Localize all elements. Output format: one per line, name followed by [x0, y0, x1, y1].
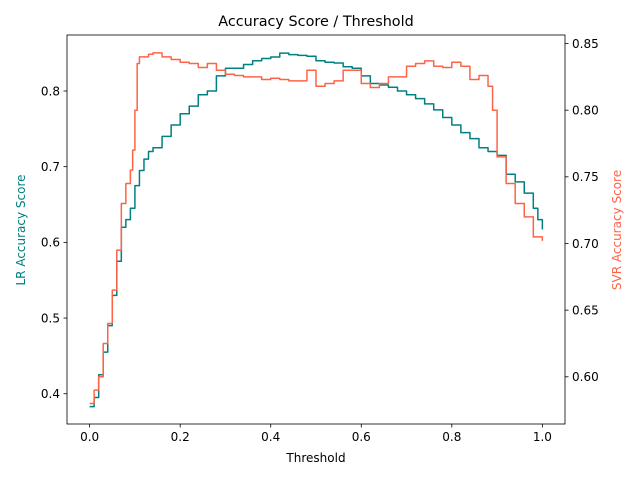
y-left-tick-label: 0.6 [41, 236, 60, 250]
x-tick-label: 0.0 [80, 430, 99, 444]
y-left-axis: 0.4 0.5 0.6 0.7 0.8 [41, 84, 67, 401]
y-right-tick-label: 0.65 [572, 303, 599, 317]
x-tick-label: 0.2 [171, 430, 190, 444]
y-right-tick-label: 0.85 [572, 37, 599, 51]
y-left-axis-label: LR Accuracy Score [14, 174, 28, 285]
x-tick-label: 0.4 [261, 430, 280, 444]
x-tick-label: 0.8 [442, 430, 461, 444]
chart-title: Accuracy Score / Threshold [218, 14, 414, 30]
y-left-tick-label: 0.4 [41, 387, 60, 401]
y-left-tick-label: 0.7 [41, 160, 60, 174]
plot-frame [66, 34, 566, 425]
x-axis-label: Threshold [285, 451, 345, 465]
y-left-tick-label: 0.8 [41, 84, 60, 98]
y-right-tick-label: 0.80 [572, 103, 599, 117]
y-right-tick-label: 0.75 [572, 170, 599, 184]
lr-accuracy-series-line [89, 52, 544, 408]
plot-area [66, 34, 566, 425]
y-left-tick-label: 0.5 [41, 311, 60, 325]
x-axis: 0.0 0.2 0.4 0.6 0.8 1.0 [80, 424, 552, 444]
y-right-axis-label: SVR Accuracy Score [610, 170, 624, 290]
x-tick-label: 1.0 [533, 430, 552, 444]
y-right-axis: 0.60 0.65 0.70 0.75 0.80 0.85 [565, 37, 599, 384]
y-right-tick-label: 0.70 [572, 237, 599, 251]
x-tick-label: 0.6 [352, 430, 371, 444]
y-right-tick-label: 0.60 [572, 370, 599, 384]
svr-accuracy-series-line [89, 52, 544, 405]
